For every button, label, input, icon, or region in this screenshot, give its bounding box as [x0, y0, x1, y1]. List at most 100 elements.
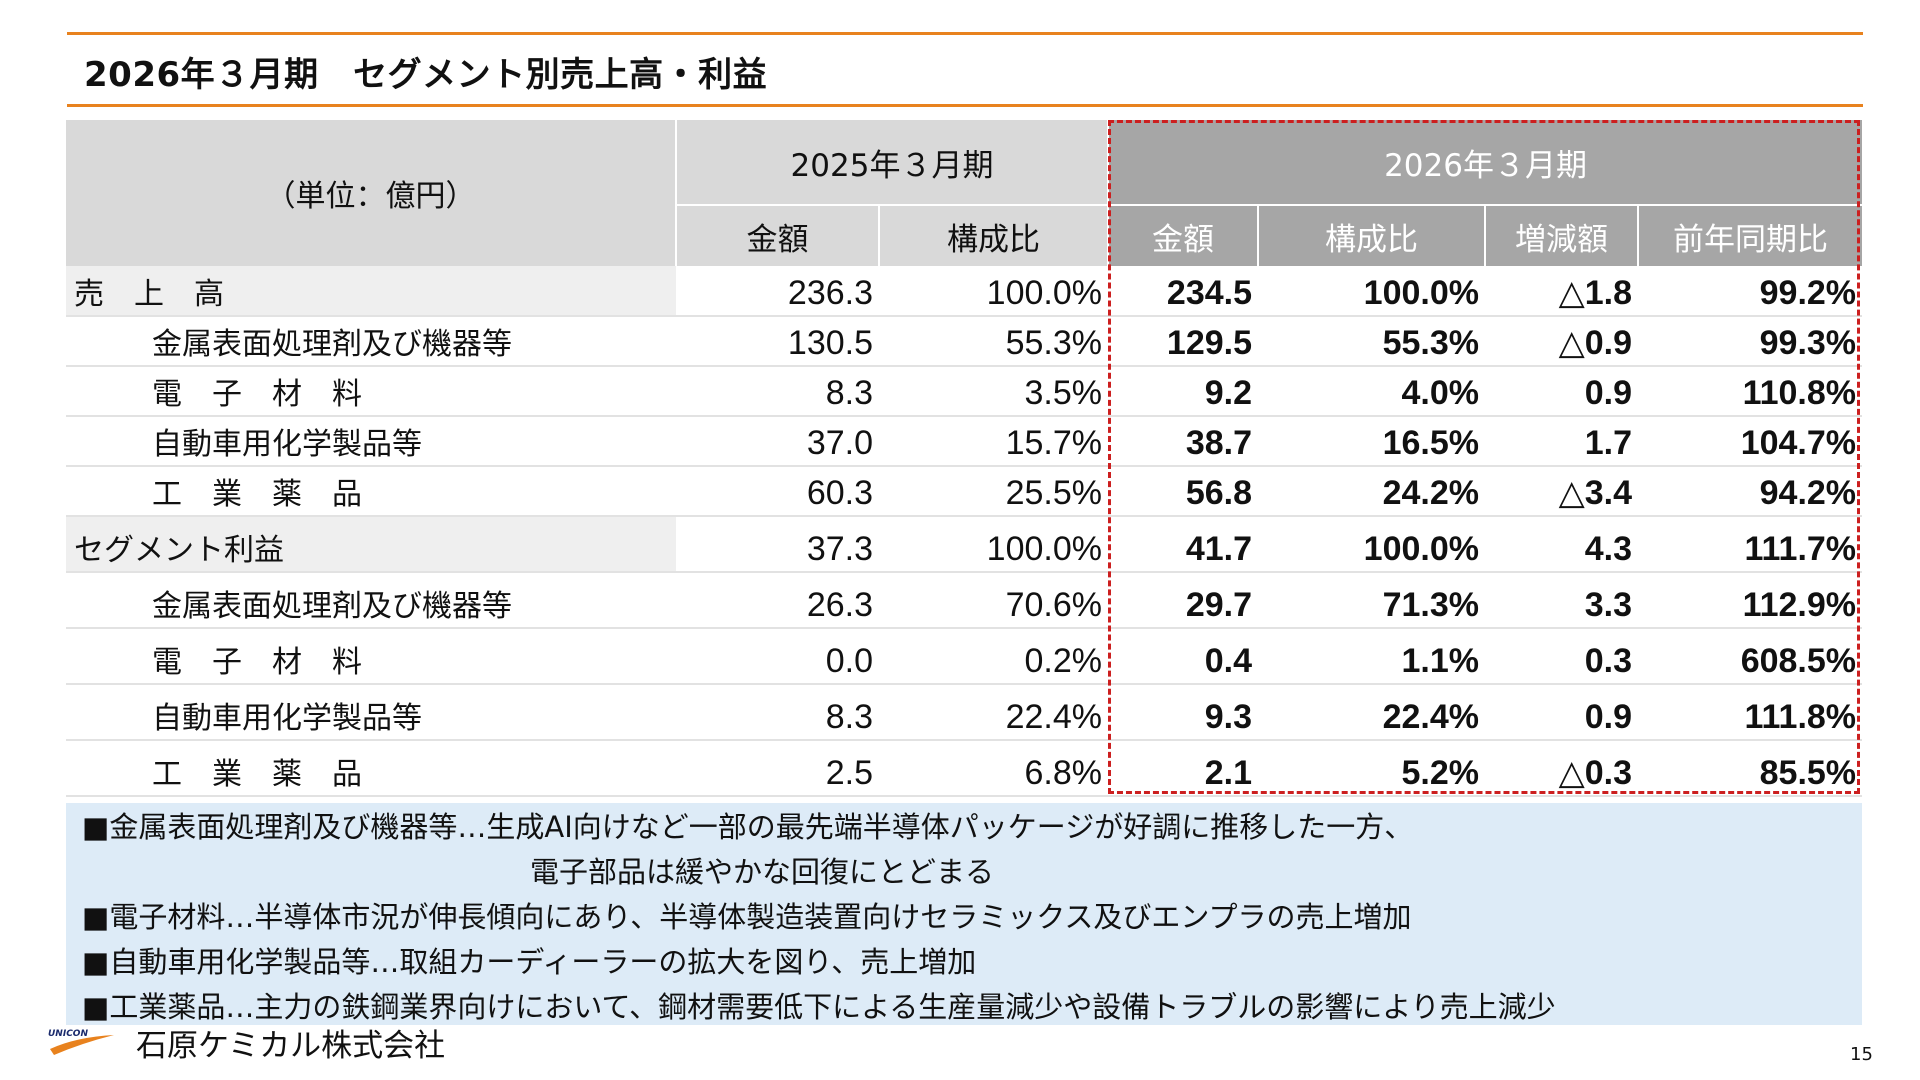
table-row: 電 子 材 料 0.0 0.2% 0.4 1.1% 0.3 608.5%: [66, 628, 1863, 685]
prev-ratio-cell: 70.6%: [879, 572, 1108, 629]
row-label: 電 子 材 料: [66, 366, 676, 417]
curr-ratio-cell: 16.5%: [1258, 416, 1485, 467]
prev-ratio-cell: 15.7%: [879, 416, 1108, 467]
change-cell: △0.3: [1485, 740, 1638, 797]
yoy-cell: 99.3%: [1638, 316, 1863, 367]
prev-amount-cell: 60.3: [676, 466, 879, 517]
period-curr-header: 2026年３月期: [1106, 120, 1863, 205]
table-row: 金属表面処理剤及び機器等 26.3 70.6% 29.7 71.3% 3.3 1…: [66, 572, 1863, 629]
change-cell: 0.3: [1485, 628, 1638, 685]
row-label: セグメント利益: [66, 516, 676, 573]
prev-ratio-cell: 0.2%: [879, 628, 1108, 685]
change-cell: △3.4: [1485, 466, 1638, 517]
table-row: 工 業 薬 品 2.5 6.8% 2.1 5.2% △0.3 85.5%: [66, 740, 1863, 797]
curr-ratio-cell: 22.4%: [1258, 684, 1485, 741]
note-line: ■自動車用化学製品等…取組カーディーラーの拡大を図り、売上増加: [82, 945, 977, 979]
prev-amount-cell: 130.5: [676, 316, 879, 367]
yoy-cell: 111.8%: [1638, 684, 1863, 741]
prev-amount-cell: 2.5: [676, 740, 879, 797]
row-label: 電 子 材 料: [66, 628, 676, 685]
table-row: 売 上 高 236.3 100.0% 234.5 100.0% △1.8 99.…: [66, 266, 1863, 317]
row-label: 自動車用化学製品等: [66, 416, 676, 467]
note-line: ■電子材料…半導体市況が伸長傾向にあり、半導体製造装置向けセラミックス及びエンプ…: [82, 900, 1412, 934]
prev-ratio-cell: 3.5%: [879, 366, 1108, 417]
yoy-cell: 94.2%: [1638, 466, 1863, 517]
curr-ratio-cell: 55.3%: [1258, 316, 1485, 367]
prev-amount-cell: 8.3: [676, 684, 879, 741]
table-row: 工 業 薬 品 60.3 25.5% 56.8 24.2% △3.4 94.2%: [66, 466, 1863, 517]
curr-amount-cell: 2.1: [1108, 740, 1258, 797]
note-line: ■工業薬品…主力の鉄鋼業界向けにおいて、鋼材需要低下による生産量減少や設備トラブ…: [82, 990, 1556, 1024]
unicon-logo-icon: UNICON: [48, 1029, 114, 1055]
change-cell: △1.8: [1485, 266, 1638, 317]
company-name: 石原ケミカル株式会社: [136, 1028, 446, 1064]
prev-amount-cell: 37.0: [676, 416, 879, 467]
curr-amount-cell: 9.2: [1108, 366, 1258, 417]
unit-label: （単位：億円）: [66, 120, 676, 266]
yoy-cell: 99.2%: [1638, 266, 1863, 317]
curr-amount-cell: 9.3: [1108, 684, 1258, 741]
change-cell: 0.9: [1485, 366, 1638, 417]
row-label: 金属表面処理剤及び機器等: [66, 316, 676, 367]
row-label: 売 上 高: [66, 266, 676, 317]
yoy-cell: 110.8%: [1638, 366, 1863, 417]
note-line: 電子部品は緩やかな回復にとどまる: [530, 855, 995, 889]
row-label: 金属表面処理剤及び機器等: [66, 572, 676, 629]
change-cell: 1.7: [1485, 416, 1638, 467]
commentary-box: ■金属表面処理剤及び機器等…生成AI向けなど一部の最先端半導体パッケージが好調に…: [66, 803, 1862, 1025]
table-row: 自動車用化学製品等 8.3 22.4% 9.3 22.4% 0.9 111.8%: [66, 684, 1863, 741]
header-row-periods: （単位：億円） 2025年３月期 2026年３月期: [66, 120, 1863, 266]
curr-amount-cell: 38.7: [1108, 416, 1258, 467]
curr-amount-cell: 0.4: [1108, 628, 1258, 685]
table-row: 自動車用化学製品等 37.0 15.7% 38.7 16.5% 1.7 104.…: [66, 416, 1863, 467]
curr-ratio-cell: 100.0%: [1258, 266, 1485, 317]
col-change: 増減額: [1484, 204, 1638, 266]
prev-amount-cell: 26.3: [676, 572, 879, 629]
title-rule-top: [67, 32, 1863, 35]
page-title: 2026年３月期 セグメント別売上高・利益: [84, 55, 768, 95]
prev-ratio-cell: 100.0%: [879, 266, 1108, 317]
yoy-cell: 104.7%: [1638, 416, 1863, 467]
prev-ratio-cell: 55.3%: [879, 316, 1108, 367]
curr-amount-cell: 41.7: [1108, 516, 1258, 573]
prev-amount-cell: 8.3: [676, 366, 879, 417]
yoy-cell: 112.9%: [1638, 572, 1863, 629]
prev-ratio-cell: 22.4%: [879, 684, 1108, 741]
curr-ratio-cell: 5.2%: [1258, 740, 1485, 797]
curr-amount-cell: 129.5: [1108, 316, 1258, 367]
change-cell: △0.9: [1485, 316, 1638, 367]
yoy-cell: 608.5%: [1638, 628, 1863, 685]
change-cell: 3.3: [1485, 572, 1638, 629]
col-curr-amount: 金額: [1107, 204, 1258, 266]
curr-ratio-cell: 4.0%: [1258, 366, 1485, 417]
col-prev-ratio: 構成比: [878, 204, 1108, 266]
prev-ratio-cell: 6.8%: [879, 740, 1108, 797]
curr-amount-cell: 56.8: [1108, 466, 1258, 517]
curr-ratio-cell: 1.1%: [1258, 628, 1485, 685]
prev-amount-cell: 37.3: [676, 516, 879, 573]
col-curr-ratio: 構成比: [1257, 204, 1485, 266]
page-number: 15: [1850, 1044, 1873, 1065]
table-row: セグメント利益 37.3 100.0% 41.7 100.0% 4.3 111.…: [66, 516, 1863, 573]
curr-ratio-cell: 71.3%: [1258, 572, 1485, 629]
col-prev-amount: 金額: [675, 204, 879, 266]
period-prev-header: 2025年３月期: [675, 120, 1108, 205]
curr-ratio-cell: 24.2%: [1258, 466, 1485, 517]
prev-ratio-cell: 25.5%: [879, 466, 1108, 517]
curr-ratio-cell: 100.0%: [1258, 516, 1485, 573]
note-line: ■金属表面処理剤及び機器等…生成AI向けなど一部の最先端半導体パッケージが好調に…: [82, 810, 1414, 844]
logo-wordmark: UNICON: [48, 1029, 88, 1039]
table-row: 金属表面処理剤及び機器等 130.5 55.3% 129.5 55.3% △0.…: [66, 316, 1863, 367]
prev-amount-cell: 236.3: [676, 266, 879, 317]
row-label: 工 業 薬 品: [66, 466, 676, 517]
curr-amount-cell: 234.5: [1108, 266, 1258, 317]
title-rule-bottom: [67, 104, 1863, 107]
prev-ratio-cell: 100.0%: [879, 516, 1108, 573]
curr-amount-cell: 29.7: [1108, 572, 1258, 629]
segment-table: （単位：億円） 2025年３月期 2026年３月期 金額 構成比 金額 構成比 …: [66, 120, 1863, 797]
table-row: 電 子 材 料 8.3 3.5% 9.2 4.0% 0.9 110.8%: [66, 366, 1863, 417]
change-cell: 0.9: [1485, 684, 1638, 741]
yoy-cell: 111.7%: [1638, 516, 1863, 573]
change-cell: 4.3: [1485, 516, 1638, 573]
row-label: 自動車用化学製品等: [66, 684, 676, 741]
